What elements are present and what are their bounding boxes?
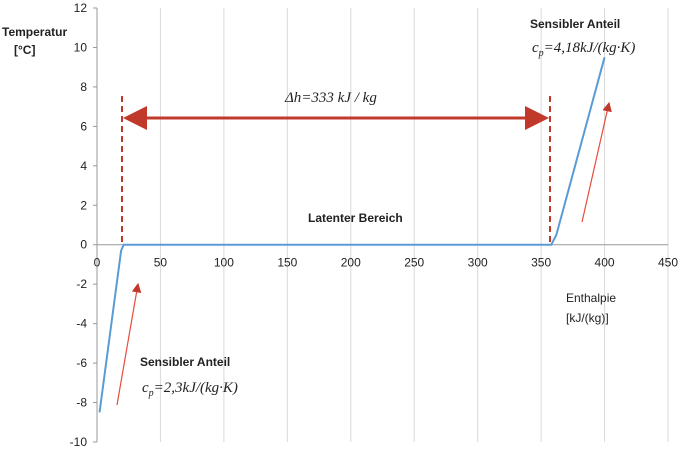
x-tick-label: 250 [404, 256, 424, 270]
subscript: p [538, 48, 544, 59]
symbol: c [142, 380, 149, 396]
y-tick-label: 4 [80, 159, 87, 173]
x-axis-label: Enthalpie [566, 291, 616, 305]
y-tick-label: 2 [80, 198, 87, 212]
symbol: Δh [284, 90, 301, 106]
symbol: c [532, 40, 539, 56]
x-tick-label: 400 [595, 256, 615, 270]
y-tick-label: -8 [76, 396, 87, 410]
y-tick-label: 0 [80, 238, 87, 252]
x-tick-label: 200 [341, 256, 361, 270]
x-tick-label: 350 [531, 256, 551, 270]
delta-h-label: Δh=333 kJ / kg [284, 90, 377, 106]
x-axis-label: [kJ/(kg)] [566, 311, 609, 325]
sensible-title: Sensibler Anteil [140, 355, 230, 369]
y-tick-label: 12 [74, 1, 88, 15]
y-tick-label: -10 [70, 435, 88, 449]
plot [98, 57, 606, 413]
x-tick-label: 150 [277, 256, 297, 270]
annotation-arrow [116, 282, 142, 406]
y-tick-label: 6 [80, 119, 87, 133]
text: =4,18kJ/(kg·K) [544, 40, 636, 56]
y-tick-label: 8 [80, 80, 87, 94]
x-tick-label: 300 [468, 256, 488, 270]
grid [93, 7, 669, 443]
data-line [98, 57, 606, 413]
text: =2,3kJ/(kg·K) [154, 380, 238, 396]
y-tick-label: -2 [76, 277, 87, 291]
y-axis-label: [°C] [14, 43, 35, 57]
x-tick-label: 50 [154, 256, 168, 270]
cp-label: cp=4,18kJ/(kg·K) [532, 40, 635, 59]
latent-label: Latenter Bereich [308, 211, 403, 225]
subscript: p [148, 388, 154, 399]
cp-label: cp=2,3kJ/(kg·K) [142, 380, 238, 399]
y-tick-label: -4 [76, 317, 87, 331]
y-tick-label: 10 [74, 40, 88, 54]
annotation-arrow [581, 101, 612, 223]
text: =333 kJ / kg [301, 90, 377, 106]
y-tick-label: -6 [76, 356, 87, 370]
x-tick-label: 100 [214, 256, 234, 270]
x-tick-label: 450 [658, 256, 678, 270]
x-tick-label: 0 [94, 256, 101, 270]
y-axis-label: Temperatur [2, 25, 67, 39]
sensible-title: Sensibler Anteil [530, 17, 620, 31]
